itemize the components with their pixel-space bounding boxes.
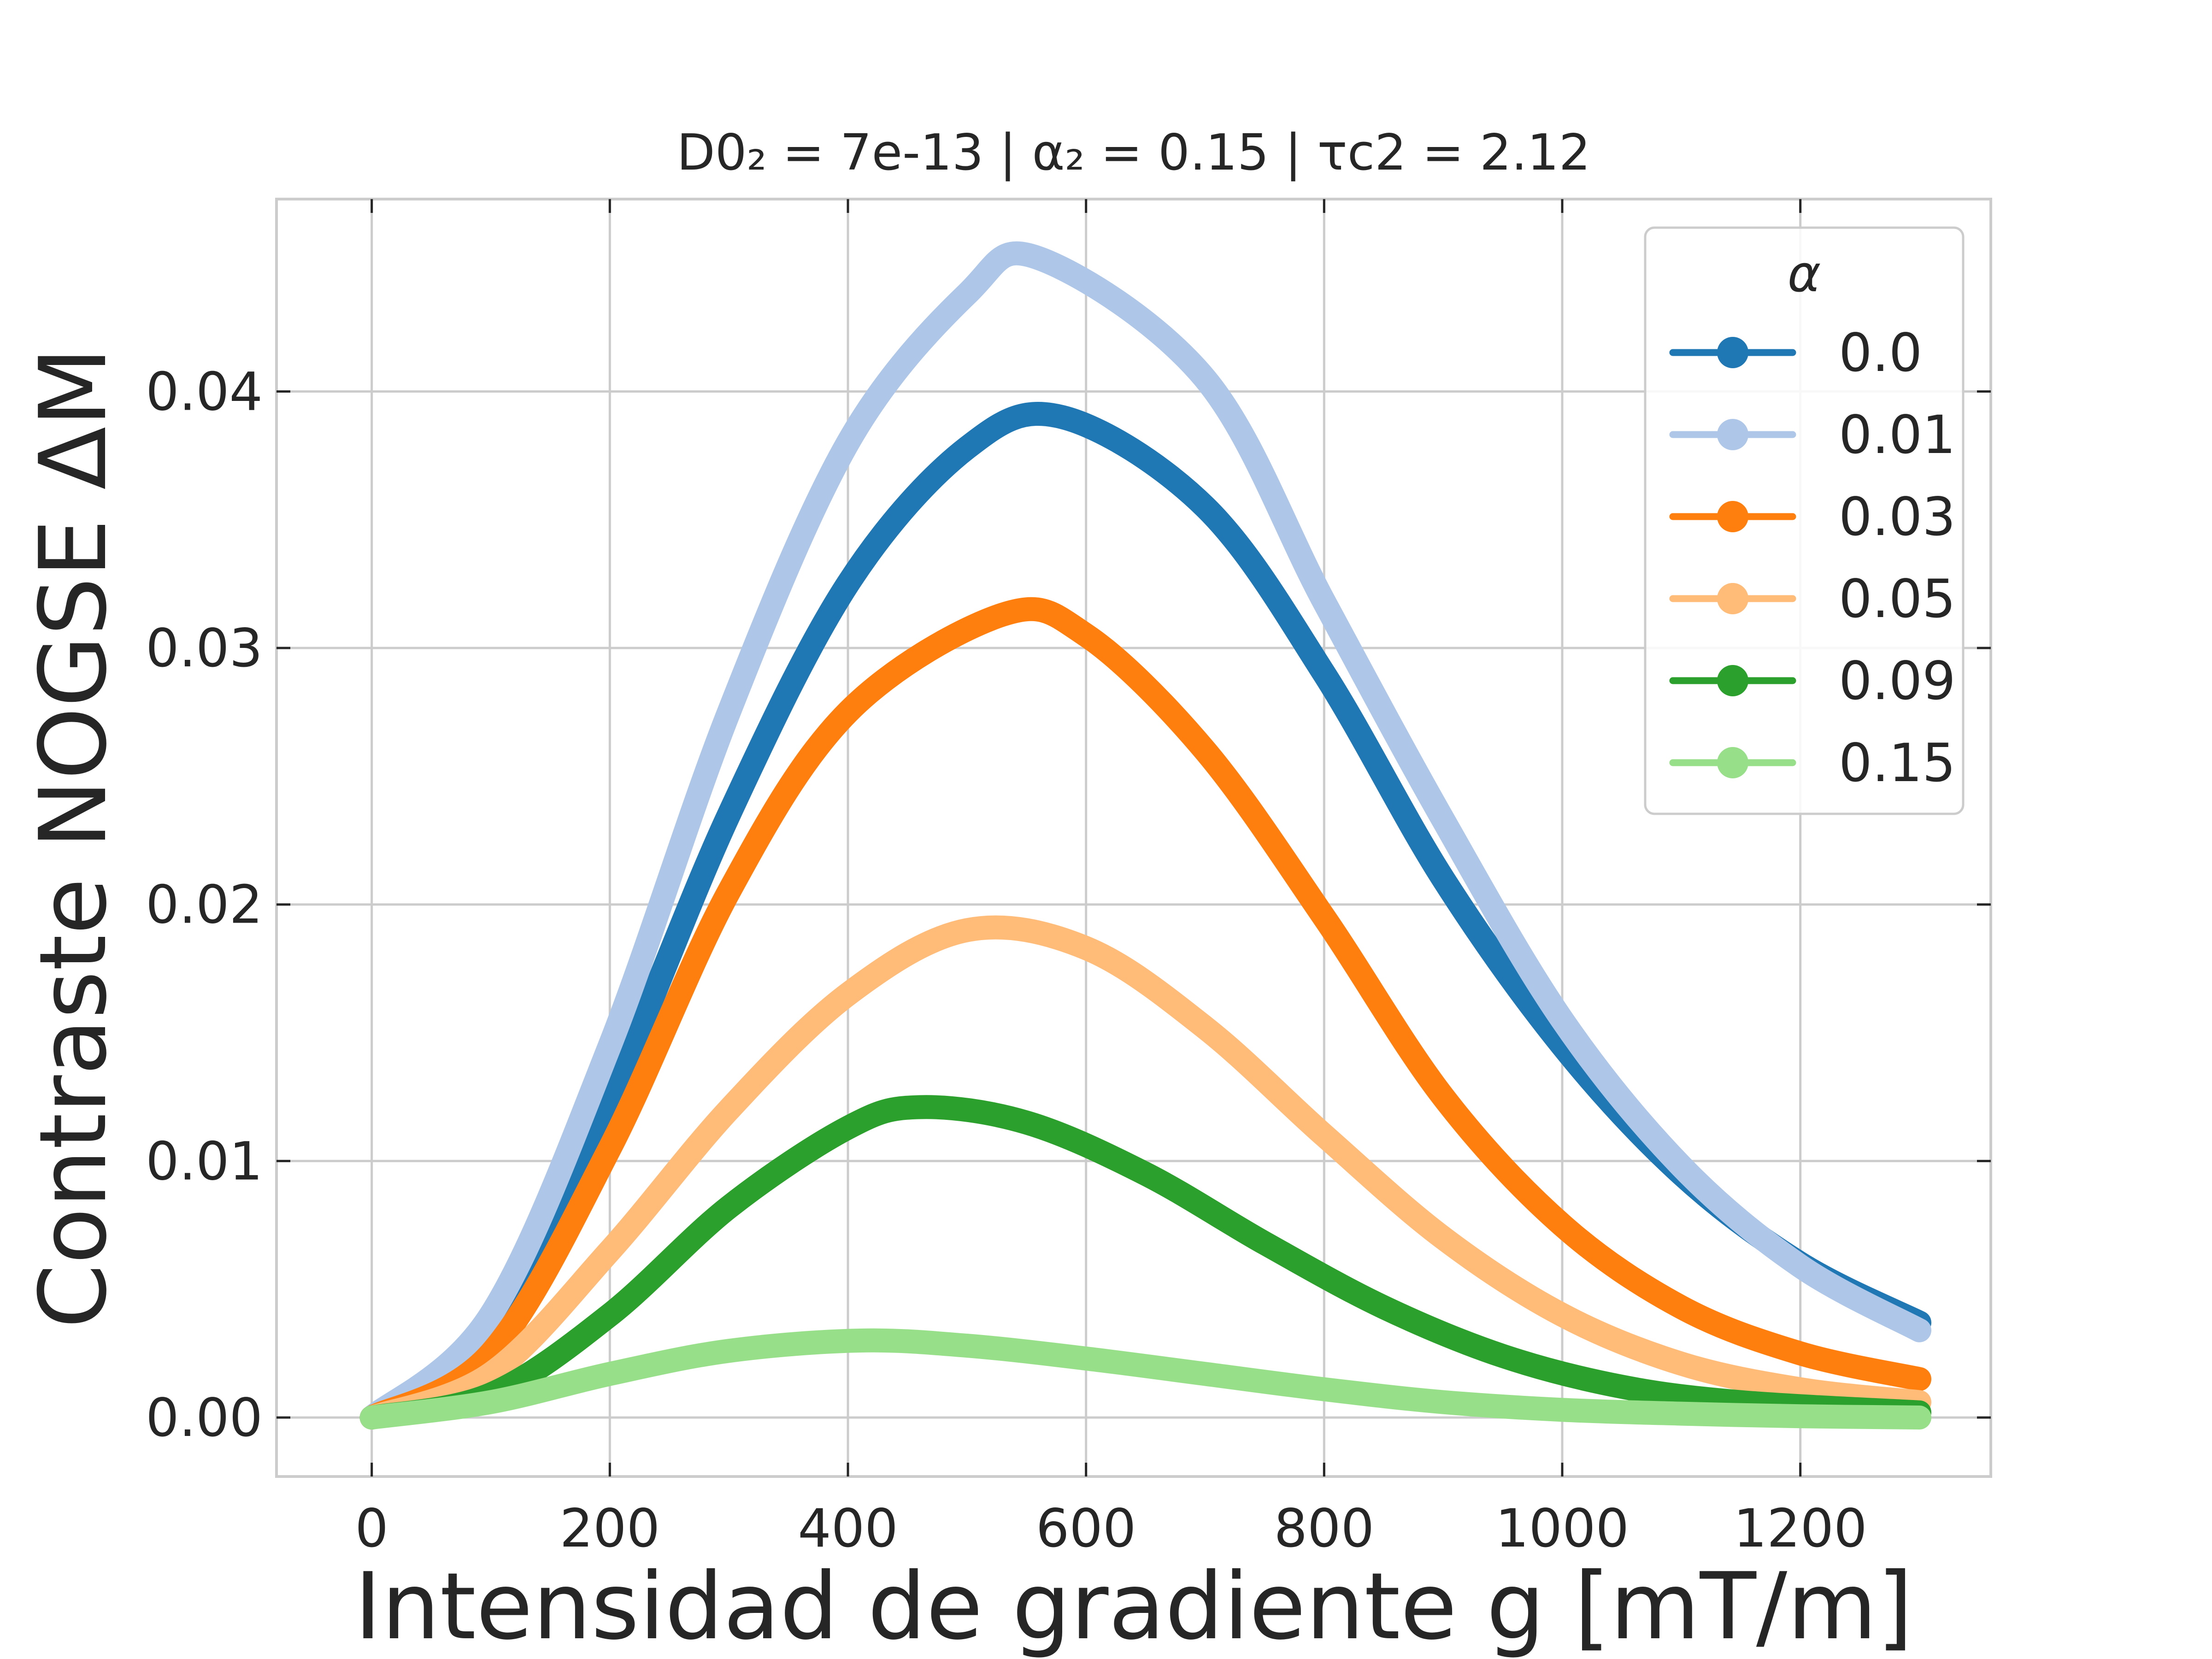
legend-title: α: [1788, 244, 1821, 303]
legend-entry-0-0-label: 0.0: [1839, 322, 1922, 383]
x-axis-label: Intensidad de gradiente g [mT/m]: [354, 1553, 1913, 1659]
tick-marks: [276, 199, 1991, 1477]
y-axis-label: Contraste NOGSE ΔM: [20, 347, 127, 1329]
legend-entry-0-05-marker: [1717, 583, 1748, 614]
legend-entry-0-15-label: 0.15: [1839, 732, 1956, 794]
tick-labels: 0 200 400 600 800 1000 1200 0.00 0.01 0.02 0.03 0.0…: [146, 361, 1867, 1559]
series-0-01-line: [359, 241, 1931, 1430]
series-0-03-line: [359, 597, 1931, 1430]
legend-entry-0-03-marker: [1717, 501, 1748, 532]
x-tick-label: 200: [560, 1498, 660, 1559]
series-lines: [359, 241, 1931, 1430]
y-tick-label: 0.04: [146, 361, 263, 422]
legend-entry-0-0-marker: [1717, 337, 1748, 368]
legend-entry-0-09-label: 0.09: [1839, 650, 1956, 712]
series-0-09-line: [359, 1095, 1931, 1430]
x-tick-label: 1000: [1495, 1498, 1629, 1559]
chart-title: D0₂ = 7e-13 | α₂ = 0.15 | τc2 = 2.12: [677, 124, 1591, 182]
legend-entry-0-01-marker: [1717, 419, 1748, 450]
x-tick-label: 800: [1274, 1498, 1375, 1559]
axes-frame: [275, 198, 1992, 1478]
legend-entries: 0.0 0.01 0.03 0.05 0.09 0.15: [1669, 322, 1956, 794]
series-0-15-line: [359, 1328, 1931, 1430]
y-tick-label: 0.02: [146, 874, 263, 935]
x-tick-label: 0: [355, 1498, 388, 1559]
x-tick-label: 600: [1036, 1498, 1136, 1559]
legend-entry-0-05-label: 0.05: [1839, 568, 1956, 629]
series-0-05-line: [359, 915, 1931, 1430]
x-tick-label: 400: [798, 1498, 898, 1559]
legend: α 0.0 0.01 0.03 0.05 0.09 0.15: [1644, 226, 1965, 815]
legend-entry-0-01-label: 0.01: [1839, 404, 1956, 465]
y-tick-label: 0.01: [146, 1130, 263, 1192]
y-tick-label: 0.03: [146, 618, 263, 679]
legend-entry-0-15-marker: [1717, 747, 1748, 778]
legend-entry-0-03-label: 0.03: [1839, 486, 1956, 547]
x-tick-label: 1200: [1734, 1498, 1867, 1559]
legend-entry-0-09-marker: [1717, 665, 1748, 696]
y-tick-label: 0.00: [146, 1387, 263, 1448]
